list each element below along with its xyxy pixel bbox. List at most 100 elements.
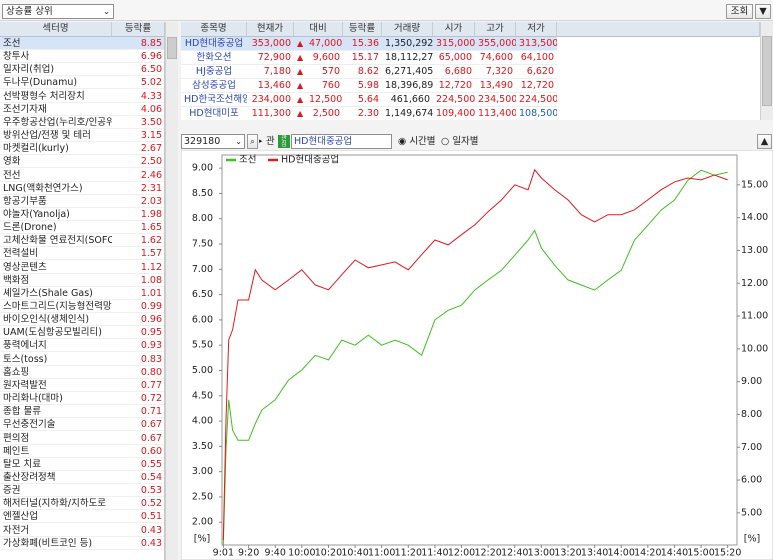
sector-rate: 2.46 (140, 169, 162, 181)
stock-name: HD현대미포 (189, 108, 239, 119)
row (0, 63, 164, 77)
sector-name: 증권 (3, 485, 21, 497)
rate: 5.98 (357, 80, 379, 91)
row (0, 181, 164, 195)
sector-name: 원자력발전 (3, 379, 47, 391)
x-tick-label: 10:20 (315, 548, 342, 559)
y2-tick-label: 11.00 (741, 311, 768, 322)
sector-name: 두나무(Dunamu) (3, 77, 78, 89)
search-button[interactable]: ⌕ (247, 134, 258, 149)
row (0, 168, 164, 182)
sector-rate: 0.52 (140, 498, 162, 510)
rate: 15.36 (351, 38, 379, 49)
stock-name: 삼성중공업 (192, 80, 236, 91)
y2-tick-label: 12.00 (741, 278, 768, 289)
collapse-button[interactable]: ▲ (757, 134, 772, 149)
x-tick-label: 12:00 (448, 548, 475, 559)
sector-name: 바이오인식(생체인식) (3, 314, 90, 326)
x-tick-label: 12:40 (501, 548, 528, 559)
row (0, 155, 164, 169)
column-header: 대비 (294, 22, 343, 37)
row (0, 392, 164, 406)
sector-name: 영상콘텐츠 (3, 261, 47, 273)
row (0, 207, 164, 221)
row (0, 273, 164, 287)
sector-name: 전력설비 (3, 248, 38, 260)
x-tick-label: 13:00 (528, 548, 555, 559)
open: 6,680 (444, 66, 472, 77)
sector-rate: 2.03 (140, 195, 162, 207)
sector-name: 출산장려정책 (3, 471, 56, 483)
blank-header (557, 22, 760, 37)
y-tick-label: 4.00 (192, 416, 213, 427)
change: 570 (321, 66, 340, 77)
open: 65,000 (438, 52, 472, 63)
row (181, 65, 557, 79)
sector-name: 해저터널(지하화/지하도로 (3, 498, 107, 510)
change: 760 (321, 80, 340, 91)
sector-rate: 5.02 (140, 77, 162, 89)
row (181, 79, 557, 93)
row (0, 300, 164, 313)
x-tick-label: 11:00 (368, 548, 395, 559)
row (0, 326, 164, 340)
scroll-thumb[interactable] (762, 36, 772, 106)
radio-time[interactable]: ◉ 시간별 (398, 136, 436, 147)
open: 315,000 (436, 38, 475, 49)
sector-name: 선박평형수 처리장치 (3, 90, 85, 102)
row (0, 523, 164, 537)
price: 111,300 (251, 108, 291, 119)
sector-scrollbar[interactable] (165, 22, 178, 560)
sector-rate: 1.62 (140, 235, 162, 247)
change-arrow: ▲ (297, 39, 304, 48)
stock-scrollbar[interactable] (760, 22, 773, 120)
x-tick-label: 14:20 (634, 548, 661, 559)
y-tick-label: 7.00 (192, 264, 213, 275)
volume: 1,350,292 (385, 38, 433, 49)
filter-text: 상승률 상위 (6, 6, 53, 17)
low: 313,500 (519, 38, 557, 49)
sector-rate: 0.99 (140, 301, 162, 312)
y2-tick-label: 8.00 (741, 409, 762, 420)
sector-name: 우주항공산업(누리호/인공위 (3, 116, 112, 128)
row (0, 457, 164, 471)
x-tick-label: 13:20 (554, 548, 581, 559)
x-tick-label: 9:01 (213, 548, 234, 559)
menu-button[interactable]: ▼ (755, 4, 771, 19)
row (0, 142, 164, 156)
sector-rate: 1.08 (140, 274, 162, 286)
link-button[interactable]: 관 (266, 136, 275, 147)
sector-name: 탈모 치료 (3, 458, 41, 470)
code-input[interactable]: 329180 ⌄ (181, 134, 245, 149)
sector-name: 편의점 (3, 432, 30, 444)
sector-name: 조선기자재 (3, 103, 47, 115)
volume: 18,112,272 (385, 52, 433, 63)
y-tick-label: 3.00 (192, 466, 213, 477)
sector-name: 가상화폐(비트코인 등) (3, 537, 93, 549)
sector-name: 엔젤산업 (3, 511, 38, 523)
sector-name: 드론(Drone) (3, 222, 57, 234)
row (0, 536, 164, 550)
y-tick-label: 8.50 (192, 188, 213, 199)
row (0, 234, 164, 248)
rate: 5.64 (357, 94, 379, 105)
filter-select[interactable]: 상승률 상위 ⌄ (2, 4, 114, 19)
column-header: 등락률 (343, 22, 382, 37)
query-button[interactable]: 조회 (726, 4, 753, 19)
sector-rate: 1.98 (140, 208, 162, 220)
y2-tick-label: 15.00 (741, 179, 768, 190)
y-tick-label: 6.50 (192, 289, 213, 300)
radio-day[interactable]: ○ 일자별 (441, 136, 479, 147)
rate: 15.17 (351, 52, 379, 63)
high: 355,000 (478, 38, 516, 49)
y2-tick-label: 10.00 (741, 343, 768, 354)
row (181, 93, 557, 107)
row (0, 260, 164, 274)
row (0, 497, 164, 511)
scroll-thumb[interactable] (167, 37, 177, 59)
volume: 461,660 (390, 94, 430, 105)
sector-name: 종합 물류 (3, 406, 41, 418)
y-axis-label: [%] (194, 534, 210, 545)
